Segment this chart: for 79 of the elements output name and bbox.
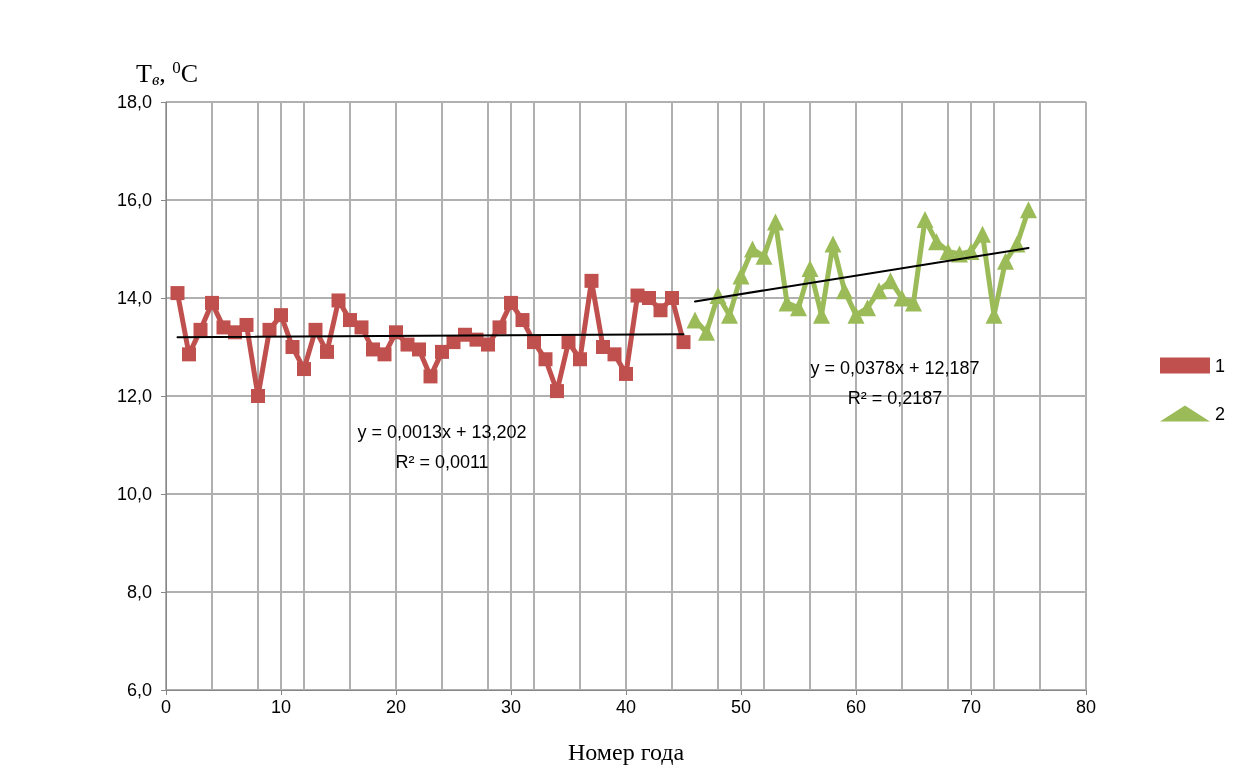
point xyxy=(239,317,254,332)
point xyxy=(997,252,1014,270)
point xyxy=(331,293,346,308)
point xyxy=(550,384,564,399)
point xyxy=(538,352,553,367)
x-tick-label: 30 xyxy=(500,697,522,717)
x-axis-title: Номер года xyxy=(567,739,685,765)
x-tick-label: 10 xyxy=(270,697,292,717)
point xyxy=(297,362,311,377)
point xyxy=(824,235,842,253)
annotation: R² = 0,2187 xyxy=(847,388,943,408)
x-tick-label: 0 xyxy=(160,697,172,717)
x-tick-label: 50 xyxy=(730,697,752,717)
y-tick-label: 18,0 xyxy=(116,92,152,112)
point xyxy=(698,323,715,341)
y-tick-label: 8,0 xyxy=(126,582,152,602)
x-tick-label: 60 xyxy=(845,697,867,717)
point xyxy=(527,335,541,350)
point xyxy=(377,347,392,362)
point xyxy=(859,299,876,317)
point xyxy=(492,320,507,335)
point xyxy=(285,340,300,354)
point xyxy=(744,240,761,258)
point xyxy=(366,342,380,357)
x-tick-label: 20 xyxy=(385,697,407,717)
point xyxy=(801,260,819,278)
annotation: y = 0,0378x + 12,187 xyxy=(810,358,980,378)
point xyxy=(665,291,679,305)
x-tick-label: 70 xyxy=(960,697,982,717)
point xyxy=(205,295,219,310)
point xyxy=(847,306,865,324)
point xyxy=(790,299,807,317)
point xyxy=(320,344,334,359)
y-tick-label: 10,0 xyxy=(116,484,152,504)
point xyxy=(916,211,934,229)
point xyxy=(251,389,265,403)
point xyxy=(354,320,369,335)
annotation: y = 0,0013x + 13,202 xyxy=(357,422,527,442)
legend-label: 1 xyxy=(1214,355,1225,376)
point xyxy=(412,342,426,357)
point xyxy=(732,267,750,285)
point xyxy=(584,273,599,288)
point xyxy=(262,322,277,337)
point xyxy=(676,335,691,350)
point xyxy=(755,247,773,265)
point xyxy=(1020,201,1037,219)
point xyxy=(343,313,357,328)
point xyxy=(974,225,991,243)
point xyxy=(182,347,196,362)
x-tick-label: 80 xyxy=(1075,697,1097,717)
point xyxy=(893,289,911,307)
point xyxy=(481,337,495,352)
point xyxy=(274,308,288,323)
point xyxy=(767,213,784,231)
point xyxy=(596,340,610,354)
point xyxy=(435,344,449,359)
annotation: R² = 0,0011 xyxy=(395,452,489,472)
point xyxy=(193,322,208,337)
point xyxy=(515,313,530,328)
point xyxy=(423,369,438,384)
point xyxy=(504,295,518,310)
point xyxy=(619,366,633,381)
point xyxy=(928,233,945,251)
legend-label: 2 xyxy=(1214,403,1225,424)
y-tick-label: 16,0 xyxy=(116,190,152,210)
point xyxy=(573,352,587,367)
point xyxy=(653,303,668,318)
point xyxy=(561,335,576,350)
point xyxy=(170,286,185,301)
point xyxy=(607,347,622,362)
point xyxy=(836,282,853,300)
point xyxy=(870,282,888,300)
y-tick-label: 6,0 xyxy=(126,680,152,700)
y-tick-label: 12,0 xyxy=(116,386,152,406)
point xyxy=(882,272,899,290)
point xyxy=(721,306,738,324)
y-tick-label: 14,0 xyxy=(116,288,152,308)
point xyxy=(642,291,656,305)
x-tick-label: 40 xyxy=(615,697,637,717)
